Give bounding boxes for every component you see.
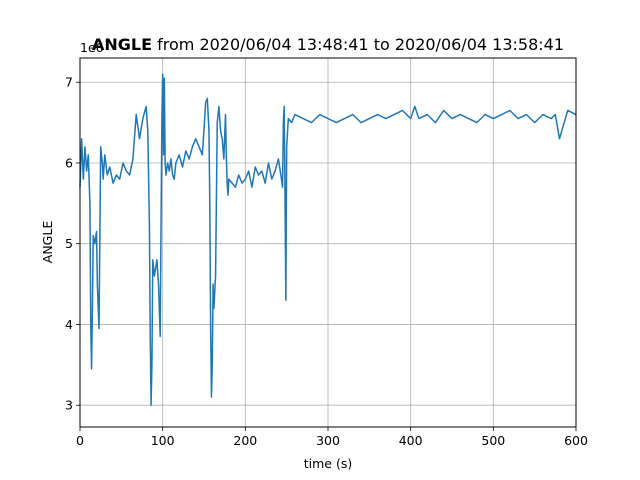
chart-title: ANGLE from 2020/06/04 13:48:41 to 2020/0… xyxy=(92,35,564,54)
y-offset-label: 1e6 xyxy=(80,40,104,55)
x-ticks: 0 100 200 300 400 500 600 xyxy=(76,427,588,448)
x-tick-label: 200 xyxy=(233,433,257,448)
x-tick-label: 600 xyxy=(564,433,588,448)
y-tick-label: 3 xyxy=(65,398,73,413)
x-tick-label: 0 xyxy=(76,433,84,448)
chart-title-rest: from 2020/06/04 13:48:41 to 2020/06/04 1… xyxy=(152,35,564,54)
series-layer xyxy=(79,73,577,406)
grid xyxy=(79,58,577,427)
x-tick-label: 100 xyxy=(151,433,175,448)
y-ticks: 3 4 5 6 7 xyxy=(65,75,80,413)
series-line-0 xyxy=(79,73,577,406)
x-tick-label: 500 xyxy=(481,433,505,448)
x-axis-label: time (s) xyxy=(304,456,352,471)
chart-title-bold: ANGLE xyxy=(92,35,152,54)
x-tick-label: 400 xyxy=(399,433,423,448)
y-tick-label: 6 xyxy=(65,155,73,170)
y-tick-label: 7 xyxy=(65,75,73,90)
x-tick-label: 300 xyxy=(316,433,340,448)
y-tick-label: 5 xyxy=(65,236,73,251)
y-axis-label: ANGLE xyxy=(40,221,55,264)
y-tick-label: 4 xyxy=(65,317,73,332)
